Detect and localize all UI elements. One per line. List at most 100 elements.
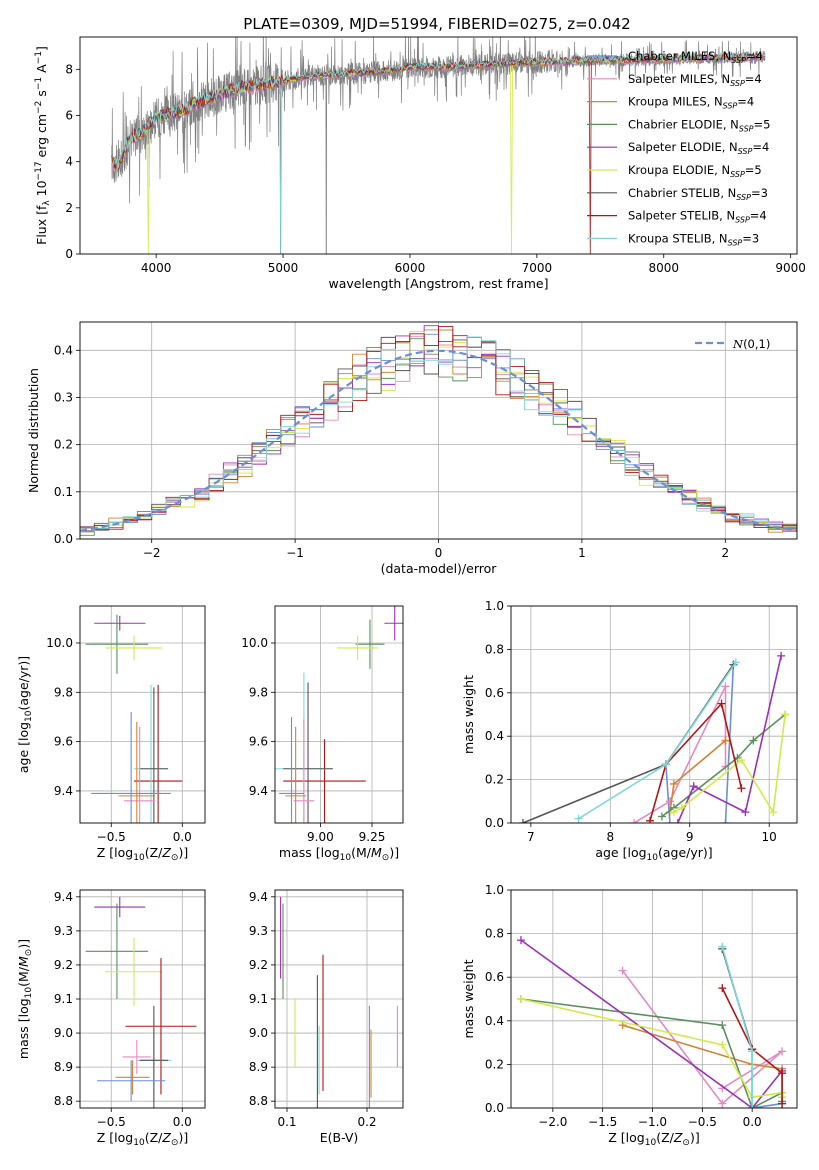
y-tick-label: 9.0 (249, 1026, 268, 1040)
x-axis-label: mass [log10(M/M⊙)] (279, 845, 399, 863)
data-point-marker (665, 819, 674, 823)
y-tick-label: 6 (65, 108, 73, 122)
y-tick-label: 0.4 (485, 729, 504, 743)
errorbar-point-salpeter-stelib-n-ssp-4 (125, 958, 197, 1095)
x-axis-label: wavelength [Angstrom, rest frame] (328, 276, 548, 291)
errorbar-point-salpeter-miles-n-ssp-4 (122, 1039, 152, 1074)
y-tick-label: 9.3 (54, 924, 73, 938)
legend-entry-salpeter-elodie-n-ssp-4: Salpeter ELODIE, NSSP=4 (628, 140, 769, 156)
data-point-marker (717, 699, 726, 708)
data-point-marker (748, 1047, 757, 1056)
errorbar-point-kroupa-elodie-n-ssp-5 (105, 635, 163, 661)
chart-mass-vs-Z: −0.5 0.0 8.8 8.9 9.0 9.1 9.2 9.3 9.4 Z [log10(Z/Z… (16, 889, 206, 1148)
normal-curve (80, 349, 797, 532)
y-tick-label: 9.1 (54, 992, 73, 1006)
data-point-marker (673, 819, 682, 823)
y-tick-label: 9.4 (54, 890, 73, 904)
legend-entry-kroupa-stelib-n-ssp-3: Kroupa STELIB, NSSP=3 (628, 231, 759, 247)
x-tick-label: −1.0 (638, 1115, 667, 1129)
y-axis-label: mass weight (461, 675, 476, 754)
data-point-marker (781, 710, 790, 719)
legend-entry-chabrier-miles-n-ssp-4: Chabrier MILES, NSSP=4 (628, 49, 763, 65)
legend-entry-chabrier-elodie-n-ssp-5: Chabrier ELODIE, NSSP=5 (628, 117, 770, 133)
x-tick-label: −0.5 (97, 830, 126, 844)
y-tick-label: 10.0 (241, 636, 268, 650)
data-point-marker (618, 966, 627, 975)
y-tick-label: 0.4 (485, 1014, 504, 1028)
y-tick-label: 8.9 (54, 1060, 73, 1074)
x-tick-label: 7000 (522, 261, 553, 275)
y-tick-label: 8.8 (54, 1094, 73, 1108)
y-tick-label: 4 (65, 155, 73, 169)
axes-frame (79, 889, 206, 1109)
axes-frame (510, 605, 798, 824)
x-tick-label: 0.2 (357, 1115, 376, 1129)
series-kroupa-stelib-n-ssp-3 (718, 942, 757, 1108)
y-tick-label: 1.0 (485, 599, 504, 613)
y-tick-label: 8.9 (249, 1060, 268, 1074)
chart-mass-weight-vs-age: 7 8 9 10 0.0 0.2 0.4 0.6 0.8 1.0 age [log10(age/yr… (461, 599, 798, 863)
data-point-marker (778, 1099, 787, 1108)
legend-entry-kroupa-elodie-n-ssp-5: Kroupa ELODIE, NSSP=5 (628, 163, 762, 179)
x-tick-label: 0.0 (173, 1115, 192, 1129)
errorbar-point-salpeter-miles-n-ssp-4 (124, 726, 156, 823)
x-tick-label: 6000 (395, 261, 426, 275)
y-tick-label: 9.6 (54, 735, 73, 749)
x-tick-label: 7 (527, 830, 535, 844)
series-chabrier-stelib-n-ssp-3 (518, 660, 738, 823)
y-tick-label: 9.1 (249, 992, 268, 1006)
errorbar-point-kroupa-elodie-n-ssp-5 (105, 937, 163, 1006)
data-point-marker (721, 682, 730, 691)
y-tick-label: 0.0 (485, 816, 504, 830)
y-tick-label: 0.4 (54, 343, 73, 357)
data-point-marker (518, 819, 527, 823)
series-chabrier-elodie-n-ssp-5 (516, 995, 787, 1108)
y-tick-label: 9.6 (249, 735, 268, 749)
x-tick-label: 0.0 (173, 830, 192, 844)
x-tick-label: −0.5 (97, 1115, 126, 1129)
x-tick-label: −1 (286, 546, 304, 560)
axes-frame (79, 321, 798, 540)
data-point-marker (689, 782, 698, 791)
series-line (721, 948, 753, 1108)
errorbar-point-kroupa-miles-n-ssp-4 (115, 1060, 150, 1095)
legend-entry-normal: N(0,1) (732, 337, 770, 351)
legend: Chabrier MILES, NSSP=4 Salpeter MILES, NS… (587, 49, 770, 247)
data-point-marker (731, 658, 740, 667)
data-point-marker (574, 814, 583, 823)
plot-area-mass-vs-EBV (280, 896, 398, 1108)
y-axis-label: Normed distribution (26, 368, 41, 493)
y-tick-label: 0.0 (485, 1101, 504, 1115)
y-tick-label: 9.4 (249, 890, 268, 904)
x-tick-label: 4000 (141, 261, 172, 275)
data-point-marker (646, 816, 655, 823)
x-tick-label: 5000 (268, 261, 299, 275)
x-axis-label: age [log10(age/yr)] (595, 845, 712, 863)
plot-area-spectrum (111, 37, 766, 254)
y-tick-label: 9.4 (54, 784, 73, 798)
y-tick-label: 8.8 (249, 1094, 268, 1108)
data-point-marker (777, 651, 786, 660)
legend-entry-salpeter-stelib-n-ssp-4: Salpeter STELIB, NSSP=4 (628, 209, 767, 225)
errorbar-point-salpeter-elodie-n-ssp-4 (384, 606, 403, 641)
y-axis-label: mass weight (461, 959, 476, 1038)
legend-entry-kroupa-miles-n-ssp-4: Kroupa MILES, NSSP=4 (628, 95, 754, 111)
series-line (520, 998, 783, 1098)
chart-mass-vs-EBV: 0.1 0.2 8.8 8.9 9.0 9.1 9.2 9.3 9.4 E(B-V) (249, 889, 404, 1145)
series-line (522, 664, 735, 823)
plot-area-age-vs-mass (275, 606, 403, 823)
x-tick-label: 0.1 (277, 1115, 296, 1129)
series-line (649, 701, 743, 822)
y-tick-label: 0.2 (485, 773, 504, 787)
y-tick-label: 0.3 (54, 390, 73, 404)
data-point-marker (669, 779, 678, 788)
data-point-marker (516, 936, 525, 945)
axes-frame (79, 36, 798, 255)
x-tick-label: 8000 (648, 261, 679, 275)
y-axis-label: mass [log10(M/M⊙)] (16, 939, 34, 1059)
y-tick-label: 9.8 (54, 685, 73, 699)
axes-frame (274, 605, 404, 824)
data-point-marker (718, 1099, 727, 1108)
errorbar-point-salpeter-stelib-n-ssp-4 (283, 739, 366, 823)
data-point-marker (721, 819, 730, 823)
